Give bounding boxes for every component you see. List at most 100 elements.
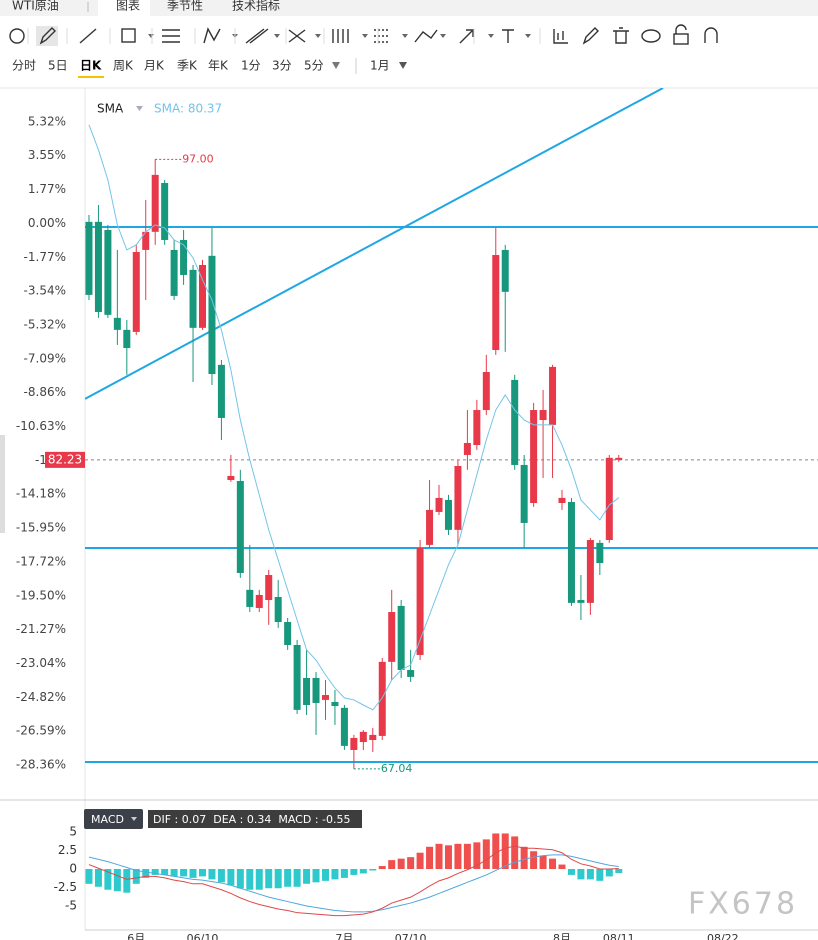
macd-bar — [482, 839, 490, 869]
macd-y-tick-label: -2.5 — [54, 880, 77, 894]
icon-rect[interactable] — [121, 28, 136, 43]
macd-bar — [473, 842, 481, 869]
legend-caret[interactable] — [136, 106, 143, 111]
macd-bar — [605, 869, 613, 877]
candle-body — [142, 231, 150, 250]
icon-pen[interactable] — [39, 27, 56, 45]
icon-lock[interactable] — [673, 33, 689, 45]
caret — [440, 34, 446, 38]
caret — [274, 34, 280, 38]
period-button[interactable]: 日K — [80, 59, 102, 73]
macd-legend-bg — [148, 810, 362, 828]
caret — [362, 34, 368, 38]
toolbar — [9, 24, 718, 46]
y-tick-label: -19.50% — [16, 588, 66, 602]
candle-body — [426, 509, 434, 545]
macd-bar — [567, 869, 575, 875]
macd-y-tick-label: 0 — [69, 862, 77, 876]
candle-body — [397, 605, 405, 671]
extreme-label: 97.00 — [182, 152, 214, 165]
macd-bar — [274, 869, 282, 889]
icon-text[interactable] — [502, 29, 514, 43]
period-more[interactable] — [332, 62, 340, 69]
macd-bar — [539, 855, 547, 869]
candle-body — [463, 442, 471, 455]
x-tick-label: 07/10 — [395, 932, 427, 940]
tab[interactable]: 图表 — [116, 0, 140, 13]
macd-bar — [444, 845, 452, 869]
period-button[interactable]: 周K — [113, 59, 134, 73]
range-caret[interactable] — [399, 62, 407, 69]
macd-bar — [350, 869, 358, 875]
icon-magnet[interactable] — [704, 27, 718, 43]
macd-bar — [426, 846, 434, 869]
icon-delete[interactable] — [613, 27, 629, 44]
y-tick-label: -3.54% — [24, 284, 66, 298]
period-button[interactable]: 季K — [177, 59, 198, 73]
trend-line[interactable] — [85, 88, 664, 400]
candle-body — [161, 183, 169, 240]
macd-bar — [511, 836, 519, 869]
icon-arrow[interactable] — [459, 29, 474, 44]
icon-cursor[interactable] — [9, 28, 25, 44]
macd-bar — [293, 869, 301, 887]
macd-bar — [132, 869, 140, 884]
caret — [148, 34, 154, 38]
candle-body — [132, 251, 140, 332]
macd-caret — [131, 817, 137, 821]
icon-line[interactable] — [79, 28, 97, 44]
tab[interactable]: 技术指标 — [232, 0, 280, 13]
candle-body — [596, 542, 604, 564]
x-tick-label: 7月 — [335, 932, 353, 940]
macd-bar — [463, 843, 471, 869]
icon-gann[interactable] — [332, 29, 349, 43]
candle-body — [151, 174, 159, 232]
macd-bar — [94, 869, 102, 887]
candle-body — [359, 731, 367, 743]
caret — [315, 34, 321, 38]
candle-body — [340, 707, 348, 746]
icon-measure[interactable] — [553, 29, 568, 44]
icon-channel[interactable] — [162, 29, 180, 43]
macd-bar — [340, 869, 348, 878]
icon-cross[interactable] — [288, 29, 306, 43]
price-pane: 97.00 67.04 — [85, 88, 818, 775]
period-button[interactable]: 3分 — [272, 59, 292, 73]
period-button[interactable]: 5日 — [48, 59, 68, 73]
macd-bar — [378, 866, 386, 869]
y-tick-label: -17.72% — [16, 554, 66, 568]
macd-bar — [284, 869, 292, 887]
candle-body — [180, 239, 188, 275]
macd-badge[interactable] — [84, 809, 143, 829]
macd-bar — [151, 869, 159, 875]
tab[interactable]: 季节性 — [167, 0, 203, 13]
tab[interactable]: WTI原油 — [12, 0, 59, 13]
period-button[interactable]: 分时 — [12, 59, 36, 73]
period-button[interactable]: 年K — [208, 59, 229, 73]
candle-body — [577, 600, 585, 603]
x-tick-label: 6月 — [127, 932, 145, 940]
dif-line — [88, 845, 619, 917]
candle-body — [378, 661, 386, 736]
macd-bar — [586, 869, 594, 880]
last-price-tag — [45, 451, 85, 468]
side-handle[interactable] — [0, 435, 5, 533]
candle-body — [567, 501, 575, 603]
period-button[interactable]: 月K — [144, 59, 165, 73]
y-tick-label: -8.86% — [24, 385, 66, 399]
range-button[interactable]: 1月 — [370, 59, 390, 73]
icon-eye[interactable] — [641, 29, 661, 43]
x-tick-label: 08/11 — [603, 932, 635, 940]
candle-body — [217, 364, 225, 418]
icon-fib[interactable] — [374, 29, 390, 43]
period-button[interactable]: 5分 — [304, 59, 324, 73]
icon-parallel[interactable] — [245, 28, 269, 44]
dea-line — [88, 854, 619, 913]
macd-bar — [331, 869, 339, 880]
period-button[interactable]: 1分 — [241, 59, 261, 73]
icon-wave[interactable] — [414, 29, 438, 43]
macd-bar — [217, 869, 225, 883]
icon-pattern[interactable] — [203, 27, 221, 44]
icon-edit[interactable] — [582, 27, 599, 45]
